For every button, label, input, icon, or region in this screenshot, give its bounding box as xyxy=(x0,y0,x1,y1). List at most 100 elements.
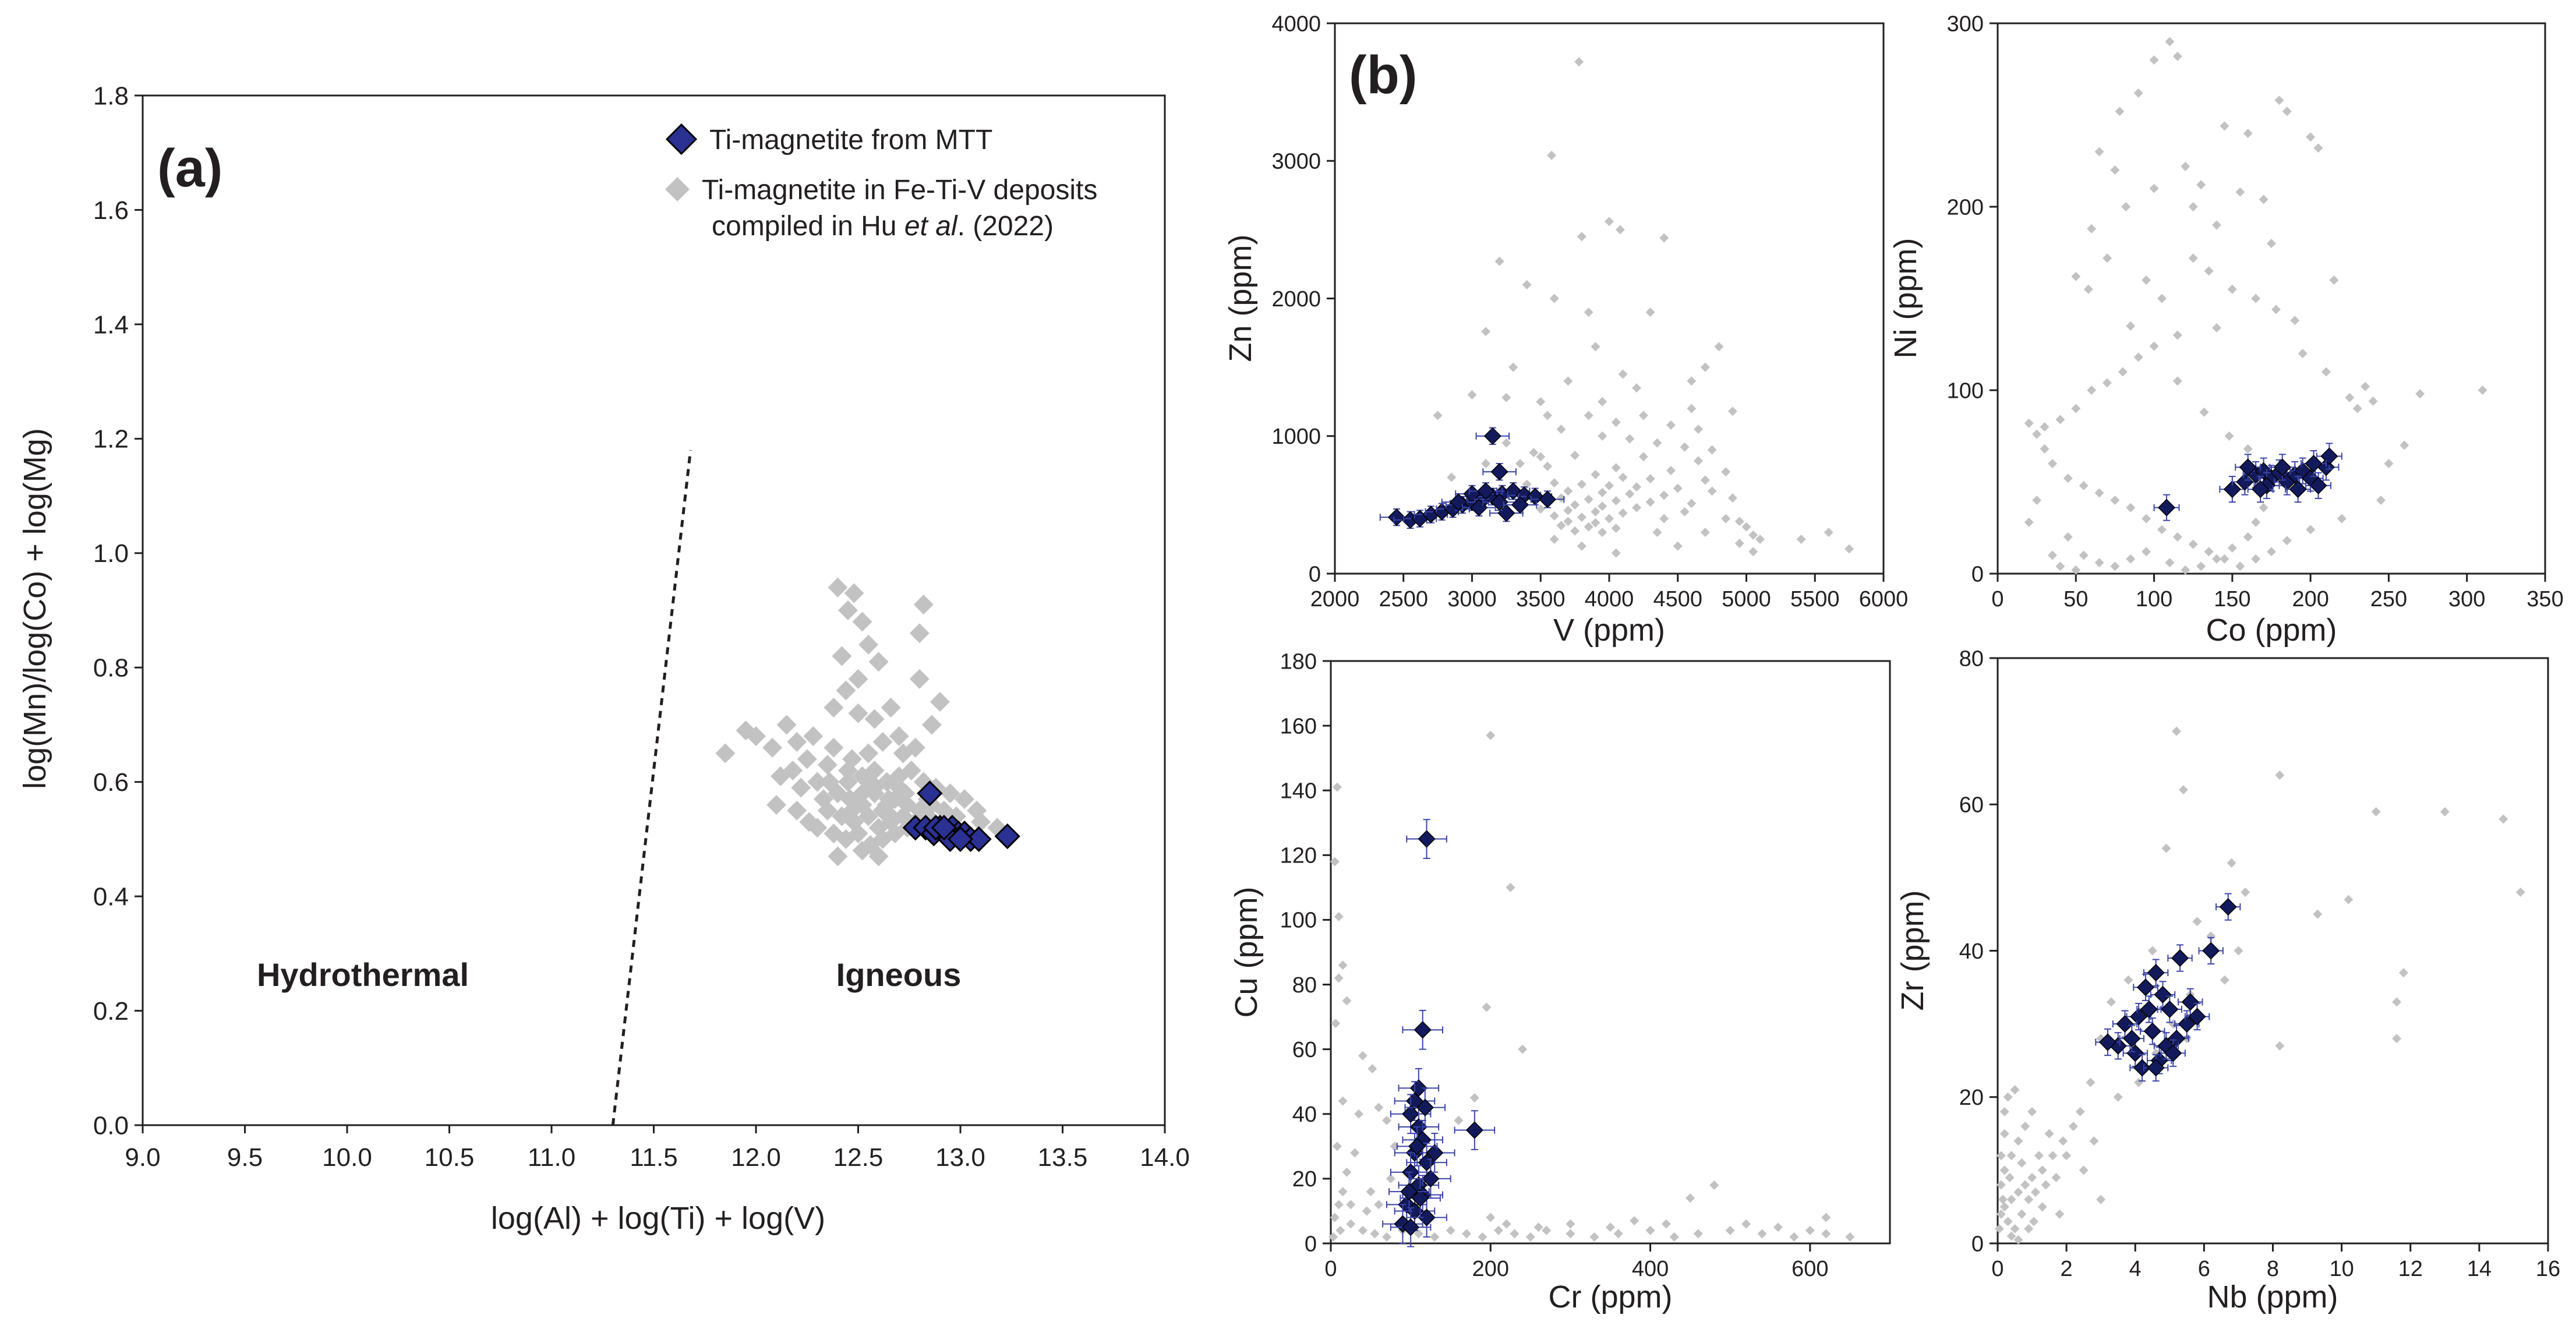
reference-data-point xyxy=(1515,459,1525,468)
reference-data-point xyxy=(1522,280,1532,289)
mtt-data-point xyxy=(2168,1030,2186,1048)
reference-data-point xyxy=(1666,420,1676,430)
reference-data-point xyxy=(2126,503,2136,512)
reference-data-point xyxy=(2062,1151,2072,1161)
x-tick-label: 4000 xyxy=(1585,587,1634,612)
reference-data-point xyxy=(1386,1174,1395,1183)
reference-data-point xyxy=(2037,1165,2047,1175)
reference-data-point xyxy=(921,715,942,735)
field-label-igneous: Igneous xyxy=(836,956,962,993)
x-tick-label: 0 xyxy=(1324,1257,1337,1281)
reference-data-point xyxy=(1494,256,1504,266)
reference-data-point xyxy=(1589,1232,1599,1242)
field-label-hydrothermal: Hydrothermal xyxy=(257,956,469,993)
y-tick-label: 160 xyxy=(1280,714,1317,738)
reference-data-point xyxy=(2071,565,2081,575)
y-tick-label: 1.8 xyxy=(93,82,129,110)
reference-data-point xyxy=(971,812,991,832)
reference-data-point xyxy=(1510,1229,1520,1239)
reference-data-point xyxy=(2055,1209,2065,1219)
reference-data-point xyxy=(2013,1136,2023,1146)
mtt-data-point xyxy=(1465,1121,1483,1139)
reference-data-point xyxy=(2168,1019,2178,1029)
reference-data-point xyxy=(838,761,858,781)
reference-data-point xyxy=(2274,96,2284,105)
reference-data-point xyxy=(1556,424,1566,434)
reference-data-point xyxy=(1367,1064,1377,1073)
reference-data-point xyxy=(2376,496,2386,505)
reference-data-point xyxy=(2051,1172,2061,1182)
reference-data-point xyxy=(2087,386,2097,395)
reference-data-point xyxy=(1362,1206,1372,1216)
x-tick-label: 11.0 xyxy=(528,1143,575,1172)
mtt-data-point xyxy=(2171,949,2189,967)
reference-data-point xyxy=(1613,1229,1623,1239)
reference-data-point xyxy=(2006,1231,2016,1241)
mtt-data-point xyxy=(2239,458,2257,476)
reference-data-point xyxy=(2103,378,2112,388)
reference-data-point xyxy=(1481,327,1491,337)
reference-data-point xyxy=(1652,438,1662,448)
reference-data-point xyxy=(2075,1107,2085,1116)
reference-data-point xyxy=(2149,183,2159,193)
x-tick-label: 600 xyxy=(1791,1257,1828,1281)
reference-data-point xyxy=(1342,996,1352,1006)
reference-data-point xyxy=(1659,490,1669,500)
reference-data-point xyxy=(2267,547,2276,557)
panel-b-ni-co-x-axis-label: Co (ppm) xyxy=(2206,613,2337,648)
x-tick-label: 12.0 xyxy=(731,1143,781,1172)
y-tick-label: 100 xyxy=(1280,909,1317,933)
panel-b-cu-cr-y-axis-label: Cu (ppm) xyxy=(1229,886,1264,1017)
reference-data-point xyxy=(1574,57,1584,67)
panel-b-zn-v-chart: 2000 2500 3000 3500 4000 4500 5000 5500 6000 0 100… xyxy=(1223,12,1908,648)
reference-data-point xyxy=(2392,997,2402,1007)
y-tick-label: 0.8 xyxy=(93,654,129,683)
reference-data-point xyxy=(1563,506,1573,515)
reference-data-point xyxy=(2044,1129,2054,1139)
reference-data-point xyxy=(1543,411,1553,420)
reference-data-point xyxy=(2027,1107,2037,1116)
reference-data-point xyxy=(1533,1222,1543,1232)
panel-b-ni-co-plot-frame xyxy=(1997,22,2546,575)
reference-data-point xyxy=(1687,499,1697,508)
reference-data-point xyxy=(2196,561,2206,571)
reference-data-point xyxy=(1467,390,1477,400)
reference-data-point xyxy=(2030,1187,2040,1197)
reference-data-point xyxy=(2071,404,2081,413)
reference-data-point xyxy=(1685,1193,1695,1203)
reference-data-point xyxy=(860,772,881,792)
reference-data-point xyxy=(1615,225,1625,235)
reference-data-point xyxy=(2196,180,2206,190)
reference-data-point xyxy=(1625,489,1635,499)
mtt-data-point xyxy=(2188,1008,2206,1026)
y-tick-label: 180 xyxy=(1280,649,1317,674)
reference-data-point xyxy=(1414,1229,1423,1239)
reference-data-point xyxy=(2313,143,2323,153)
reference-data-point xyxy=(1382,1232,1391,1242)
mtt-data-point xyxy=(2116,1015,2134,1033)
reference-data-point xyxy=(1700,528,1710,538)
reference-data-point xyxy=(2142,547,2151,557)
reference-data-point xyxy=(1999,1107,2009,1116)
reference-data-point xyxy=(2212,554,2221,564)
reference-data-point xyxy=(1577,232,1586,242)
reference-data-point xyxy=(715,743,736,764)
mtt-data-point xyxy=(2320,447,2338,465)
reference-data-point xyxy=(2192,917,2202,927)
reference-data-point xyxy=(852,840,872,861)
reference-data-point xyxy=(1549,534,1559,544)
reference-data-point xyxy=(1334,973,1344,983)
panel-b-zn-v-x-axis-label: V (ppm) xyxy=(1553,613,1665,648)
reference-data-point xyxy=(2243,129,2253,138)
reference-data-point xyxy=(1330,857,1340,867)
reference-data-point xyxy=(881,806,901,826)
reference-data-point xyxy=(2010,1085,2020,1095)
reference-data-point xyxy=(1625,434,1635,444)
reference-data-point xyxy=(2178,785,2188,795)
reference-data-point xyxy=(1332,782,1342,792)
panel-a-label: (a) xyxy=(157,139,222,198)
x-tick-label: 200 xyxy=(1472,1257,1509,1281)
reference-data-point xyxy=(2013,1235,2023,1245)
reference-data-point xyxy=(1714,342,1724,352)
reference-data-point xyxy=(2259,503,2268,512)
